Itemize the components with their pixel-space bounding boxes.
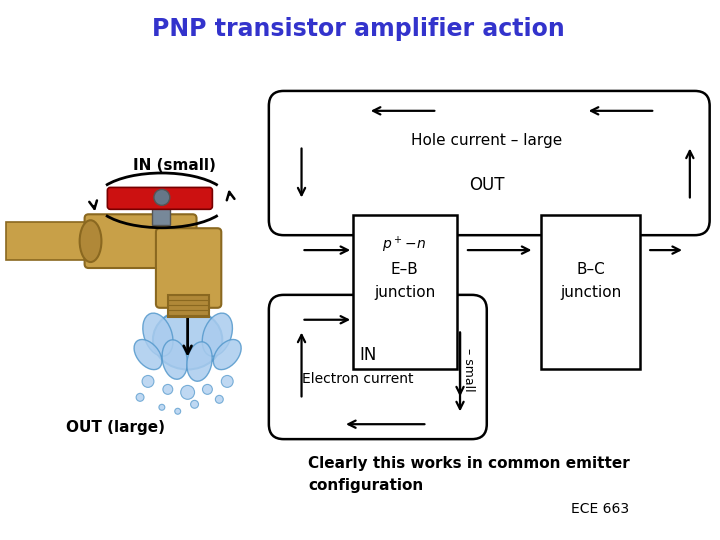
Ellipse shape [186, 342, 212, 381]
Text: Electron current: Electron current [302, 373, 414, 387]
Circle shape [142, 375, 154, 387]
FancyBboxPatch shape [269, 295, 487, 439]
Text: OUT (large): OUT (large) [66, 420, 165, 435]
Ellipse shape [153, 310, 222, 369]
FancyBboxPatch shape [107, 187, 212, 210]
Text: B–C: B–C [577, 262, 606, 278]
FancyBboxPatch shape [152, 200, 170, 225]
Circle shape [136, 393, 144, 401]
Circle shape [215, 395, 223, 403]
Text: $p^+\!-\!n$: $p^+\!-\!n$ [382, 235, 427, 255]
Circle shape [191, 400, 199, 408]
Text: Clearly this works in common emitter: Clearly this works in common emitter [308, 456, 630, 471]
Circle shape [181, 386, 194, 400]
Circle shape [202, 384, 212, 394]
Text: IN (small): IN (small) [133, 158, 216, 173]
Text: PNP transistor amplifier action: PNP transistor amplifier action [152, 17, 564, 41]
Bar [353, 215, 457, 369]
Text: E–B: E–B [391, 262, 418, 278]
Ellipse shape [134, 340, 162, 370]
FancyBboxPatch shape [6, 222, 101, 260]
Text: – small: – small [462, 348, 475, 392]
Text: ECE 663: ECE 663 [571, 502, 629, 516]
Text: Hole current – large: Hole current – large [411, 133, 562, 148]
Text: configuration: configuration [308, 478, 424, 494]
FancyBboxPatch shape [156, 228, 221, 308]
Ellipse shape [80, 220, 102, 262]
Circle shape [221, 375, 233, 387]
Circle shape [175, 408, 181, 414]
Circle shape [159, 404, 165, 410]
Ellipse shape [162, 340, 187, 379]
Ellipse shape [154, 190, 170, 205]
FancyBboxPatch shape [269, 91, 710, 235]
Bar [541, 215, 640, 369]
Ellipse shape [213, 340, 241, 370]
FancyBboxPatch shape [168, 295, 210, 317]
Text: OUT: OUT [469, 177, 505, 194]
FancyBboxPatch shape [84, 214, 197, 268]
Text: IN: IN [359, 346, 377, 363]
Text: junction: junction [560, 285, 621, 300]
Ellipse shape [202, 313, 233, 356]
Ellipse shape [143, 313, 173, 356]
Text: junction: junction [374, 285, 435, 300]
Circle shape [163, 384, 173, 394]
